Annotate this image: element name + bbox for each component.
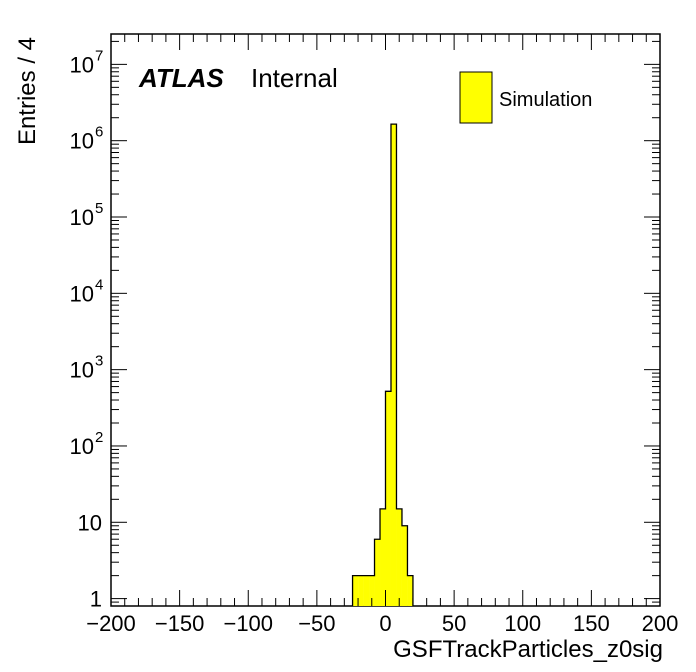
x-tick-label: −150	[155, 611, 205, 636]
x-tick-label: 150	[573, 611, 610, 636]
y-tick-label-exponent: 5	[95, 200, 103, 217]
y-tick-label-exponent: 4	[95, 276, 103, 293]
histogram-bar	[374, 539, 381, 606]
y-tick-label-exponent: 7	[95, 47, 103, 64]
histogram-bars	[351, 123, 414, 606]
histogram-outline	[351, 123, 414, 606]
histogram-bar	[363, 575, 370, 606]
x-tick-label: 0	[379, 611, 391, 636]
x-tick-label: 50	[442, 611, 466, 636]
y-tick-label: 10	[70, 434, 94, 459]
histogram-bar	[352, 575, 359, 606]
histogram-bar	[369, 575, 375, 606]
atlas-label: ATLAS	[138, 63, 224, 93]
y-axis-title: Entries / 4	[14, 37, 41, 145]
x-tick-label: −100	[223, 611, 273, 636]
y-tick-label-exponent: 3	[95, 353, 103, 370]
internal-label: Internal	[251, 63, 338, 93]
histogram-bar	[407, 575, 413, 606]
y-tick-label: 10	[78, 510, 102, 535]
histogram-bar	[385, 391, 391, 606]
x-axis-tick-labels: −200 −150 −100 −50 0 50 100 150 200	[86, 611, 678, 636]
y-tick-label: 10	[70, 205, 94, 230]
y-tick-label-exponent: 6	[95, 124, 103, 141]
histogram-bar	[380, 508, 386, 606]
x-tick-label: −200	[86, 611, 136, 636]
histogram-bar	[358, 575, 364, 606]
histogram-bar	[396, 508, 402, 606]
x-tick-label: 100	[504, 611, 541, 636]
histogram-bar	[390, 124, 397, 606]
y-tick-label-exponent: 2	[95, 429, 103, 446]
x-axis-ticks	[110, 34, 661, 606]
y-tick-label: 10	[70, 129, 94, 154]
legend-label: Simulation	[499, 89, 592, 111]
legend: Simulation	[459, 71, 592, 124]
y-tick-label: 1	[90, 587, 102, 612]
x-tick-label: −50	[298, 611, 335, 636]
y-tick-label: 10	[70, 52, 94, 77]
y-tick-label: 10	[70, 281, 94, 306]
y-axis-ticks	[111, 40, 660, 607]
x-axis-title: GSFTrackParticles_z0sig	[393, 636, 663, 663]
y-tick-label: 10	[70, 358, 94, 383]
legend-swatch	[459, 71, 493, 124]
histogram-bar	[401, 525, 408, 606]
x-tick-label: 200	[642, 611, 679, 636]
